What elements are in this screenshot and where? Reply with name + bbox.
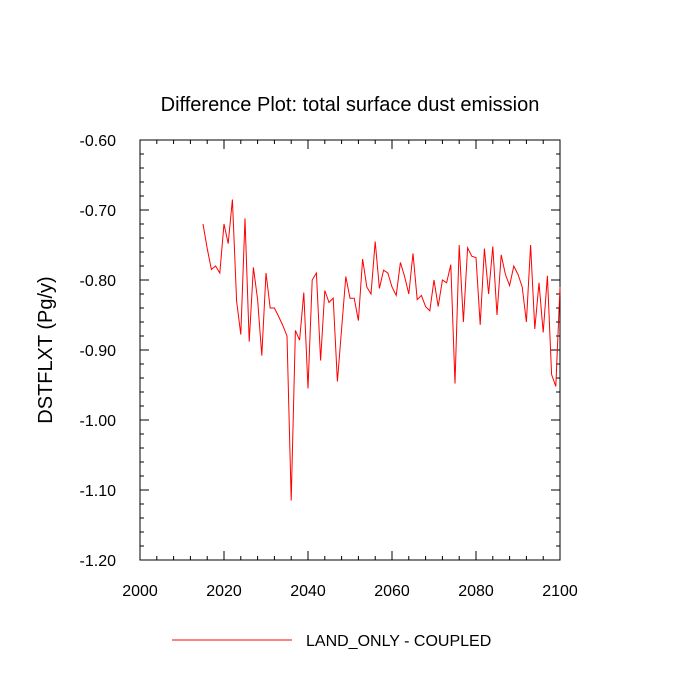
chart-title: Difference Plot: total surface dust emis…	[161, 94, 540, 116]
x-tick-label: 2040	[290, 583, 326, 600]
x-tick-label: 2000	[122, 583, 158, 600]
legend-label: LAND_ONLY - COUPLED	[306, 633, 491, 650]
series-line-0	[202, 199, 561, 501]
x-tick-label: 2080	[458, 583, 494, 600]
y-tick-label: -0.60	[80, 133, 117, 150]
y-tick-label: -1.10	[80, 483, 117, 500]
y-tick-label: -0.80	[80, 273, 117, 290]
y-tick-label: -0.70	[80, 203, 117, 220]
y-tick-label: -0.90	[80, 343, 117, 360]
axis-ticks	[139, 139, 561, 561]
y-tick-label: -1.00	[80, 413, 117, 430]
plot-frame	[139, 139, 561, 561]
x-tick-label: 2100	[542, 583, 578, 600]
x-tick-label: 2020	[206, 583, 242, 600]
legend: LAND_ONLY - COUPLED	[172, 633, 491, 650]
x-tick-label: 2060	[374, 583, 410, 600]
y-axis-label: DSTFLXT (Pg/y)	[35, 276, 57, 423]
y-tick-label: -1.20	[80, 553, 117, 570]
series-lines	[202, 199, 561, 501]
axis-tick-labels: 2000 2020 2040 2060 2080 2100 -0.60 -0.70 -0.80 -…	[80, 133, 578, 600]
